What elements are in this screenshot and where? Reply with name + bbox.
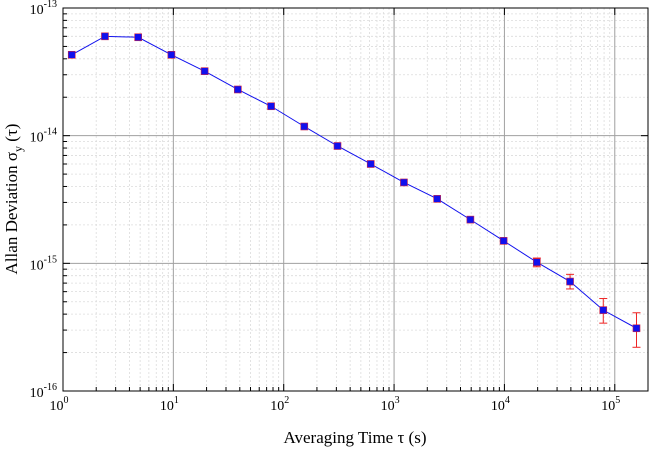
minor-grid <box>63 8 649 391</box>
y-axis-title-sub: y <box>11 146 25 152</box>
data-point <box>499 237 508 245</box>
x-tick-base: 10 <box>491 399 505 414</box>
data-point <box>632 324 641 333</box>
x-tick-base: 10 <box>50 399 64 414</box>
x-tick-label: 105 <box>601 395 620 414</box>
axis-ticks <box>62 7 649 392</box>
x-tick-label: 102 <box>270 395 289 414</box>
data-point <box>101 32 109 41</box>
data-point <box>366 160 375 168</box>
y-tick-label: 10-13 <box>30 0 57 18</box>
x-tick-base: 10 <box>270 399 284 414</box>
y-tick-exponent: -16 <box>44 382 57 393</box>
y-tick-base: 10 <box>30 3 44 18</box>
x-tick-label: 101 <box>160 395 179 414</box>
y-tick-base: 10 <box>30 258 44 273</box>
x-tick-exponent: 4 <box>505 395 510 406</box>
x-tick-label: 104 <box>491 395 510 414</box>
y-tick-exponent: -13 <box>44 0 57 10</box>
error-bars <box>532 257 641 348</box>
y-axis-title-main: Allan Deviation σ <box>2 152 21 274</box>
series-line <box>71 35 637 329</box>
y-axis-title-tail: (τ) <box>2 124 21 146</box>
data-point <box>200 67 209 75</box>
data-point <box>599 306 608 314</box>
data-point <box>466 215 475 224</box>
x-tick-label: 103 <box>381 395 400 414</box>
x-tick-exponent: 0 <box>64 395 69 406</box>
x-tick-base: 10 <box>601 399 615 414</box>
data-point <box>533 258 541 267</box>
y-axis-title: Allan Deviation σy (τ) <box>2 124 25 275</box>
x-tick-exponent: 3 <box>395 395 400 406</box>
x-tick-exponent: 5 <box>615 395 620 406</box>
x-axis-title: Averaging Time τ (s) <box>284 428 427 447</box>
x-tick-base: 10 <box>381 399 395 414</box>
y-tick-exponent: -14 <box>44 127 57 138</box>
data-markers <box>67 32 641 333</box>
y-tick-label: 10-15 <box>30 254 57 273</box>
data-point <box>433 195 441 203</box>
x-tick-labels: 100 101 102 103 104 105 <box>50 395 621 414</box>
y-tick-exponent: -15 <box>44 254 57 265</box>
data-point <box>234 85 242 94</box>
data-point <box>167 50 176 59</box>
major-grid <box>62 7 648 392</box>
y-tick-label: 10-16 <box>30 382 57 401</box>
data-point <box>400 178 408 187</box>
x-tick-base: 10 <box>160 399 174 414</box>
series-polyline <box>71 35 637 329</box>
y-tick-label: 10-14 <box>30 127 57 146</box>
data-point <box>67 50 76 59</box>
y-tick-base: 10 <box>30 386 44 401</box>
data-point <box>300 122 309 131</box>
x-tick-label: 100 <box>50 395 69 414</box>
y-tick-base: 10 <box>30 131 44 146</box>
x-tick-exponent: 2 <box>284 395 289 406</box>
data-point <box>566 277 574 286</box>
x-tick-exponent: 1 <box>174 395 179 406</box>
data-point <box>333 142 342 150</box>
data-point <box>134 33 142 42</box>
plot-frame <box>62 7 649 392</box>
data-point <box>267 102 275 111</box>
